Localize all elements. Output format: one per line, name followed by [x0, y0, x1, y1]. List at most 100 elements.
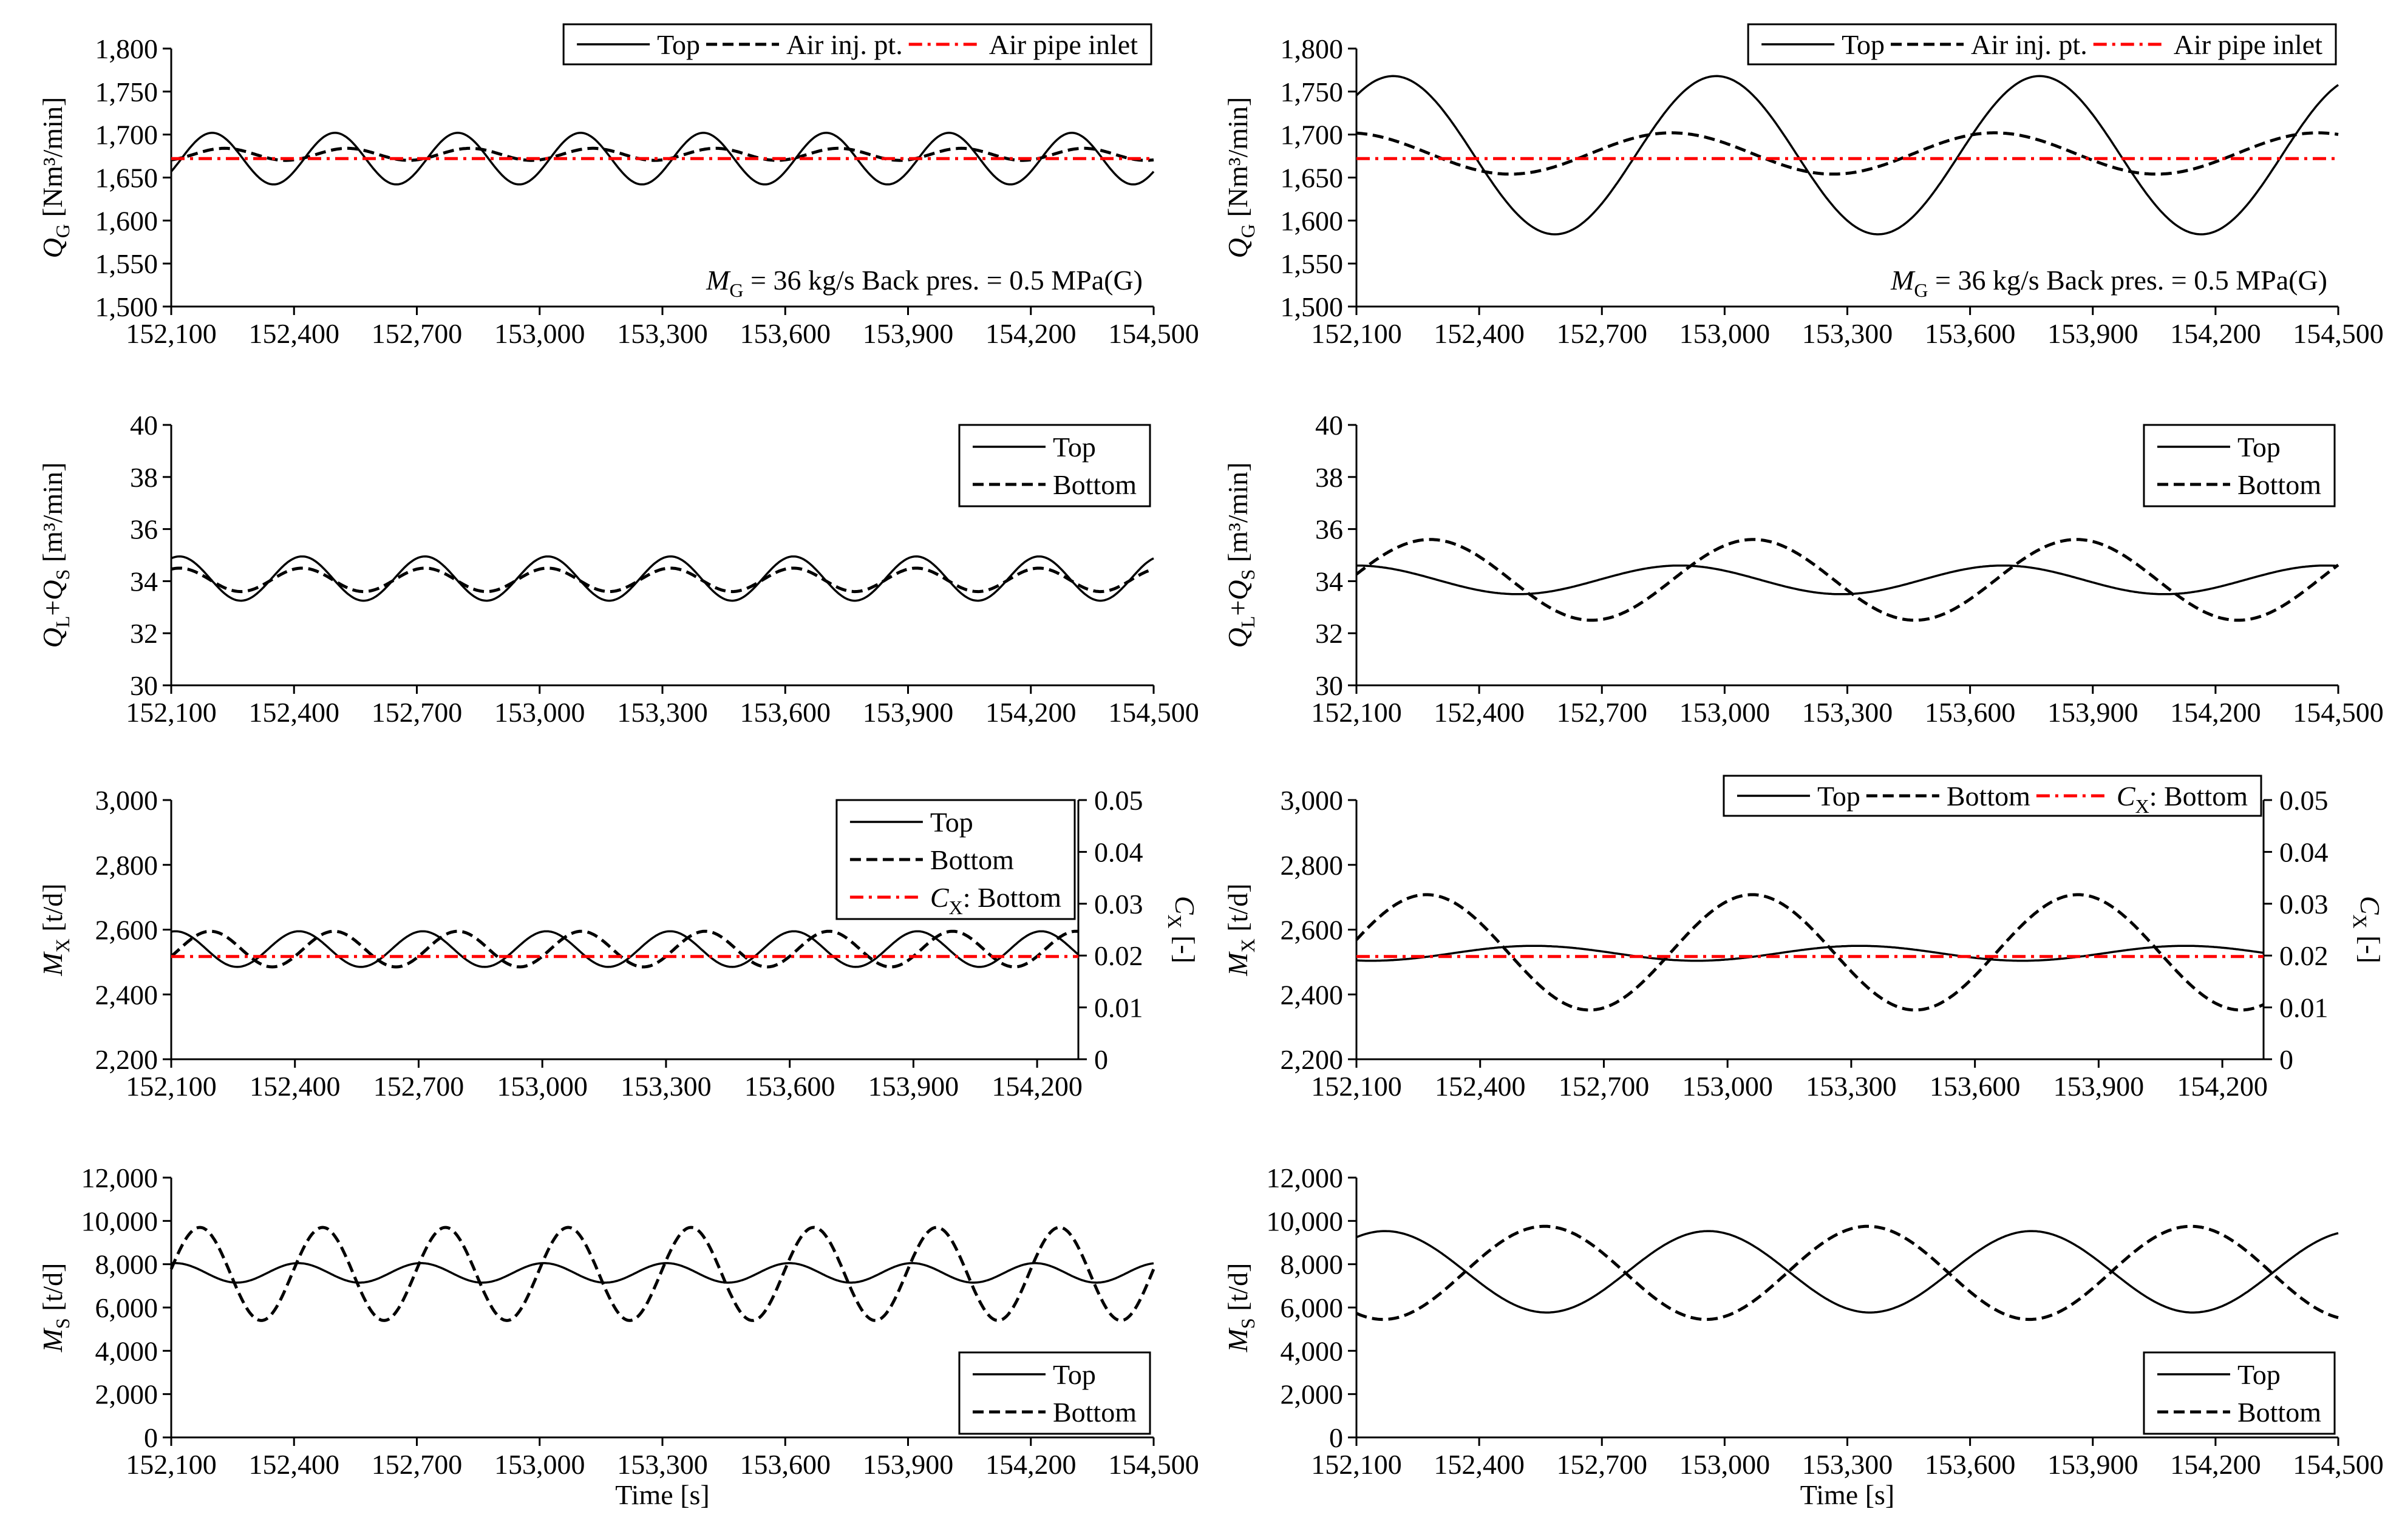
- legend: Top Bottom CX: Bottom: [1723, 775, 2262, 817]
- x-tick-label: 152,400: [250, 1071, 341, 1102]
- y-tick-label: 0: [144, 1422, 158, 1453]
- y-tick-label: 1,650: [1281, 163, 1344, 194]
- y-tick-label: 2,400: [95, 979, 158, 1010]
- x-tick-label: 153,600: [1925, 697, 2016, 728]
- x-tick-label: 153,300: [1802, 1449, 1893, 1480]
- legend-label: Air pipe inlet: [2174, 29, 2322, 60]
- legend-label: Bottom: [2237, 1397, 2321, 1428]
- chart-ms_right: 0 2,000 4,000 6,000 8,000 10,000 12,000 152,100…: [1222, 1162, 2384, 1510]
- legend-box: [562, 23, 1152, 66]
- x-tick-label: 154,200: [985, 697, 1077, 728]
- y-tick-label: 10,000: [81, 1206, 158, 1236]
- x-tick-label: 152,400: [1434, 318, 1525, 349]
- legend-label: Bottom: [930, 844, 1014, 875]
- x-tick-label: 153,900: [2053, 1071, 2145, 1102]
- y2-tick-label: 0: [2279, 1044, 2293, 1075]
- legend-label: Top: [2237, 432, 2281, 463]
- x-tick-label: 154,200: [985, 318, 1077, 349]
- y-axis-label: MX [t/d]: [1222, 883, 1259, 976]
- legend-label: Bottom: [1053, 469, 1137, 500]
- x-tick-label: 153,300: [1806, 1071, 1897, 1102]
- x-tick-label: 154,500: [2293, 697, 2384, 728]
- y-tick-label: 38: [130, 462, 158, 493]
- x-tick-label: 152,400: [249, 1449, 340, 1480]
- y2-tick-label: 0.03: [2279, 889, 2329, 920]
- y-axis-label: QG [Nm³/min]: [1222, 97, 1259, 259]
- y-tick-label: 6,000: [95, 1292, 158, 1323]
- y2-tick-label: 0.02: [2279, 940, 2329, 971]
- x-tick-label: 153,900: [2047, 318, 2138, 349]
- legend-label: Bottom: [2237, 469, 2321, 500]
- legend-label: Top: [2237, 1359, 2281, 1390]
- legend: Top Bottom CX: Bottom: [835, 799, 1076, 920]
- y-tick-label: 1,650: [95, 163, 158, 194]
- legend-label: Top: [657, 29, 700, 60]
- chart-qg_right: 1,500 1,550 1,600 1,650 1,700 1,750 1,800 152,1…: [1222, 23, 2384, 349]
- y-tick-label: 1,550: [1281, 248, 1344, 279]
- legend-box: [2143, 424, 2336, 507]
- y-tick-label: 40: [130, 410, 158, 441]
- x-tick-label: 153,000: [1679, 697, 1771, 728]
- y-tick-label: 34: [1315, 566, 1343, 597]
- y-tick-label: 3,000: [95, 785, 158, 816]
- legend-label: Top: [1842, 29, 1885, 60]
- y2-tick-label: 0.05: [2279, 785, 2329, 816]
- legend-box: [958, 424, 1151, 507]
- y-tick-label: 8,000: [1281, 1249, 1344, 1280]
- y-tick-label: 2,600: [95, 915, 158, 946]
- x-tick-label: 154,200: [2170, 697, 2261, 728]
- legend-box: [1723, 775, 2262, 817]
- x-tick-label: 153,000: [1679, 1449, 1771, 1480]
- y-axis-label: QG [Nm³/min]: [37, 97, 73, 259]
- x-tick-label: 154,200: [992, 1071, 1083, 1102]
- x-tick-label: 152,400: [249, 697, 340, 728]
- x-tick-label: 154,500: [1108, 1449, 1199, 1480]
- x-tick-label: 152,100: [126, 1449, 217, 1480]
- x-tick-label: 153,600: [740, 697, 831, 728]
- chart-ms_left: 0 2,000 4,000 6,000 8,000 10,000 12,000 152,100…: [37, 1162, 1199, 1510]
- legend: Top Air inj. pt. Air pipe inlet: [562, 23, 1152, 66]
- x-tick-label: 152,400: [1435, 1071, 1526, 1102]
- x-tick-label: 152,700: [1559, 1071, 1650, 1102]
- x-tick-label: 152,400: [1434, 697, 1525, 728]
- y-axis-label: MS [t/d]: [1222, 1263, 1259, 1353]
- series-line-bottom: [1355, 893, 2265, 1012]
- x-tick-label: 154,500: [2293, 1449, 2384, 1480]
- x-tick-label: 153,600: [1925, 318, 2016, 349]
- y-tick-label: 2,000: [95, 1379, 158, 1410]
- x-tick-label: 153,600: [740, 1449, 831, 1480]
- x-tick-label: 154,200: [2177, 1071, 2268, 1102]
- y-tick-label: 2,400: [1281, 979, 1344, 1010]
- x-tick-label: 153,900: [2047, 697, 2138, 728]
- y-tick-label: 1,750: [95, 76, 158, 107]
- series-line-bottom: [169, 1226, 1155, 1322]
- legend-box: [1747, 23, 2337, 66]
- y-tick-label: 32: [130, 618, 158, 649]
- y-axis-label: QL+QS [m³/min]: [37, 463, 73, 648]
- x-tick-label: 153,600: [1930, 1071, 2021, 1102]
- chart-ql_right: 30 32 34 36 38 40 152,100 152,400 152,700 153,000…: [1222, 410, 2384, 728]
- series-line-top: [1355, 75, 2339, 236]
- y-tick-label: 2,600: [1281, 915, 1344, 946]
- y2-tick-label: 0.04: [2279, 836, 2329, 867]
- y-tick-label: 8,000: [95, 1249, 158, 1280]
- y-tick-label: 2,200: [95, 1044, 158, 1075]
- legend: Top Bottom: [2143, 1351, 2336, 1435]
- y2-tick-label: 0.01: [1094, 992, 1143, 1023]
- x-tick-label: 152,100: [1311, 1449, 1402, 1480]
- series-line-bottom: [1355, 538, 2339, 622]
- y-tick-label: 32: [1315, 618, 1343, 649]
- y-tick-label: 12,000: [81, 1162, 158, 1193]
- x-tick-label: 153,000: [497, 1071, 588, 1102]
- y-tick-label: 4,000: [1281, 1335, 1344, 1366]
- y-tick-label: 2,000: [1281, 1379, 1344, 1410]
- x-tick-label: 153,900: [2047, 1449, 2138, 1480]
- chart-mx_left: 2,200 2,400 2,600 2,800 3,000 0 0.01 0.02 0.03 0.…: [37, 785, 1200, 1102]
- y2-tick-label: 0.01: [2279, 992, 2329, 1023]
- x-tick-label: 152,700: [373, 1071, 464, 1102]
- x-tick-label: 152,700: [1557, 1449, 1648, 1480]
- legend-box: [2143, 1351, 2336, 1435]
- legend-label: Bottom: [1053, 1397, 1137, 1428]
- x-tick-label: 153,000: [1682, 1071, 1773, 1102]
- x-tick-label: 152,100: [1311, 1071, 1402, 1102]
